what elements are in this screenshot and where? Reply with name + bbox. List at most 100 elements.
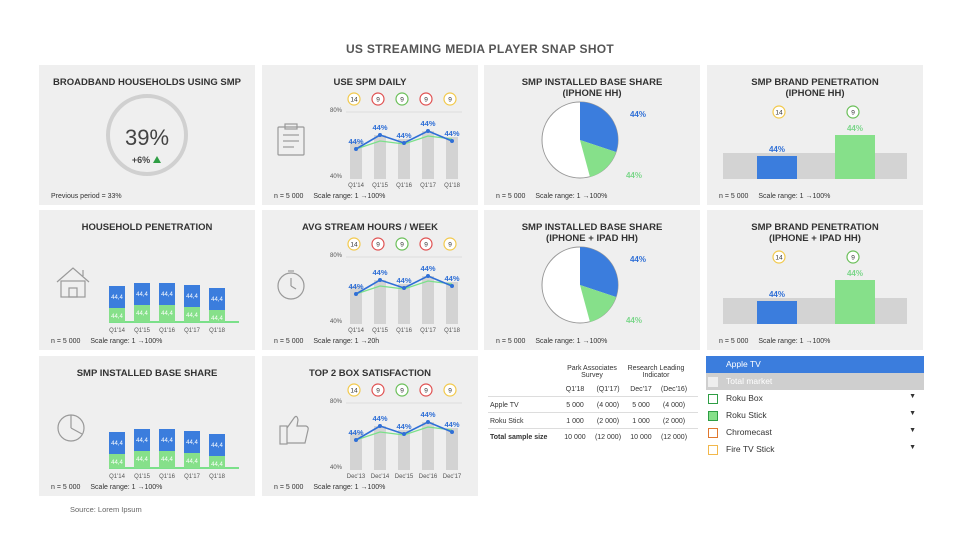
pie-slice [580,247,618,297]
badge-label: 9 [851,255,855,262]
bar [350,141,362,179]
pie-slice [580,102,618,152]
data-point [378,424,382,428]
axis-label: 40% [330,319,343,325]
data-point [354,438,358,442]
data-label: 44% [396,276,411,285]
bar [422,276,434,324]
badge-icon [443,383,457,397]
bar [422,131,434,179]
data-label: 44,4 [211,316,223,322]
data-label: 44% [348,137,363,146]
panel-title: HOUSEHOLD PENETRATION [81,222,213,233]
data-label: 44% [396,131,411,140]
thumb-icon [279,415,309,445]
data-point [426,129,430,133]
bar [446,282,458,324]
legend: Apple TV Total market Roku Box ▼ Roku St… [706,356,924,458]
source-note: Source: Lorem Ipsum [70,505,142,514]
bar [374,280,386,324]
legend-roku-box[interactable]: Roku Box ▼ [706,390,924,407]
badge-label: 14 [350,242,358,249]
panel-footnote: n = 5 000 Scale range: 1 →100% [274,484,386,491]
house-icon [56,267,90,298]
installed-iphone-pie: 44% 44% [541,101,646,180]
tick-label: Q1'15 [372,328,388,334]
legend-chromecast[interactable]: Chromecast ▼ [706,424,924,441]
badge-label: 9 [448,388,452,395]
data-label: 44,4 [111,314,123,320]
bar [757,301,797,324]
badge-label: 9 [376,97,380,104]
legend-fire-tv-stick[interactable]: Fire TV Stick ▼ [706,441,924,458]
tick-label: Q1'18 [444,183,460,189]
badge-icon [846,105,860,119]
panel-footnote: n = 5 000 Scale range: 1 →100% [719,338,831,345]
badge-icon [395,237,409,251]
broadband-ring: 39% +6% [106,94,188,176]
legend-apple-tv[interactable]: Apple TV [706,356,924,373]
panel-title: SMP BRAND PENETRATION (IPHONE + IPAD HH) [751,222,879,244]
panel-use-daily: USE SPM DAILY 14 9 9 9 9 80% 40% Q1'14 Q1'15 Q1'1… [262,65,478,205]
data-label: 44,4 [136,292,148,298]
household-chart: 44,4 44,4 Q1'14 44,4 44,4 Q1'15 44,4 44,4 Q1'16 4… [56,267,239,334]
data-label: 44% [348,282,363,291]
tick-label: Q1'18 [209,328,225,334]
data-point [426,420,430,424]
data-point [378,133,382,137]
data-label: 44% [630,255,646,264]
tick-label: Q1'17 [184,328,200,334]
badge-icon [371,92,385,106]
data-point [426,274,430,278]
data-label: 44,4 [161,292,173,298]
badge-icon [347,237,361,251]
panel-brand-ipad: SMP BRAND PENETRATION (IPHONE + IPAD HH) … [707,210,923,350]
panel-title: BROADBAND HOUSEHOLDS USING SMP [53,77,241,88]
data-point [450,430,454,434]
dropdown-arrow-icon[interactable]: ▼ [909,427,916,434]
legend-roku-stick[interactable]: Roku Stick ▼ [706,407,924,424]
broadband-value: 39% [125,125,169,150]
bar [398,430,410,470]
badge-label: 9 [400,242,404,249]
tick-label: Q1'16 [396,328,412,334]
tick-label: Q1'15 [134,474,150,480]
badge-icon [395,383,409,397]
data-label: 44% [444,129,459,138]
total-market-bar [723,153,907,179]
dropdown-arrow-icon[interactable]: ▼ [909,393,916,400]
badge-label: 14 [775,255,783,262]
data-point [402,286,406,290]
tick-label: Q1'16 [396,183,412,189]
badge-icon [347,92,361,106]
bar [835,280,875,324]
badge-icon [419,237,433,251]
bar-segment-green [109,454,125,468]
dropdown-arrow-icon[interactable]: ▼ [909,410,916,417]
data-label: 44% [626,171,642,180]
bar-segment-green [159,305,175,322]
bar [350,432,362,470]
bar-segment-green [209,456,225,468]
bar-segment-blue [134,429,150,451]
tick-label: Q1'17 [420,183,436,189]
data-label: 44% [847,124,863,133]
data-point [378,278,382,282]
tick-label: Dec'17 [443,474,462,480]
data-label: 44,4 [161,457,173,463]
axis-label: 80% [330,253,343,259]
panel-footnote: n = 5 000 Scale range: 1 →100% [496,193,608,200]
bar-segment-green [184,453,200,468]
bar [374,426,386,470]
tick-label: Q1'18 [444,328,460,334]
data-label: 44% [444,274,459,283]
panel-avg-stream: AVG STREAM HOURS / WEEK 14 9 9 9 9 80% 40% Q1'1… [262,210,478,350]
badge-icon [772,105,786,119]
table-group-1: Park Associates Survey [567,365,617,379]
data-label: 44% [420,119,435,128]
panel-installed: SMP INSTALLED BASE SHARE 44,4 44,4 Q1'14 44… [39,356,255,496]
data-label: 44,4 [161,438,173,444]
dropdown-arrow-icon[interactable]: ▼ [909,444,916,451]
legend-total-market[interactable]: Total market [706,373,924,390]
panel-footnote: Previous period = 33% [51,193,122,200]
